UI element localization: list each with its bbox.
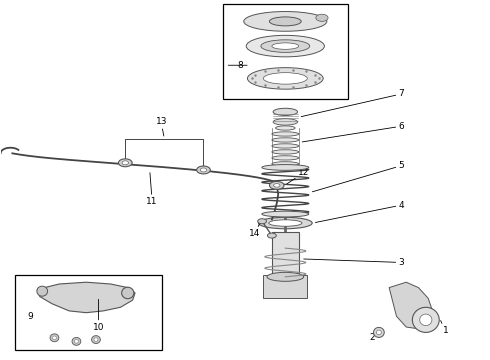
Polygon shape [389,282,433,329]
Ellipse shape [270,17,301,26]
Text: 3: 3 [304,258,404,267]
Ellipse shape [74,339,78,343]
Ellipse shape [246,35,324,57]
Ellipse shape [94,338,98,341]
Ellipse shape [376,330,381,335]
Ellipse shape [258,219,267,224]
Text: 11: 11 [147,173,158,206]
Ellipse shape [92,336,100,343]
Text: 5: 5 [313,161,404,192]
Text: 12: 12 [287,168,309,184]
Ellipse shape [258,217,312,229]
Text: 14: 14 [249,221,261,238]
Ellipse shape [261,40,310,52]
Ellipse shape [196,166,210,174]
Text: 1: 1 [441,321,448,335]
Ellipse shape [272,150,299,154]
Ellipse shape [262,211,309,217]
Bar [15,275,162,350]
Bar [263,275,307,298]
Ellipse shape [268,233,276,238]
Ellipse shape [122,287,134,299]
Ellipse shape [119,159,132,167]
Ellipse shape [273,108,297,116]
Ellipse shape [316,14,328,21]
Bar [272,232,299,277]
Text: 13: 13 [156,117,168,126]
Ellipse shape [269,220,302,226]
Text: 7: 7 [301,89,404,117]
Ellipse shape [270,181,284,189]
Ellipse shape [262,165,309,170]
Ellipse shape [272,43,299,49]
Text: 9: 9 [27,312,33,321]
Ellipse shape [72,337,81,345]
Ellipse shape [244,12,327,31]
Ellipse shape [373,327,384,337]
Text: 8: 8 [237,61,243,70]
Ellipse shape [267,273,304,281]
Text: 4: 4 [316,201,404,222]
Ellipse shape [50,334,59,342]
Ellipse shape [200,168,207,172]
Ellipse shape [37,286,48,296]
Ellipse shape [263,73,307,84]
Ellipse shape [52,336,56,339]
Ellipse shape [272,138,299,142]
Ellipse shape [275,126,295,130]
Ellipse shape [272,156,299,160]
Ellipse shape [272,162,299,166]
Text: 6: 6 [302,122,404,142]
Ellipse shape [273,184,280,187]
Ellipse shape [273,119,297,125]
Text: 2: 2 [369,329,377,342]
Ellipse shape [272,132,299,136]
Bar [223,4,347,99]
Text: 10: 10 [93,299,104,332]
Ellipse shape [272,144,299,148]
Ellipse shape [247,68,323,89]
Ellipse shape [419,314,432,325]
Ellipse shape [413,307,439,332]
Ellipse shape [122,161,128,165]
Polygon shape [37,282,135,313]
